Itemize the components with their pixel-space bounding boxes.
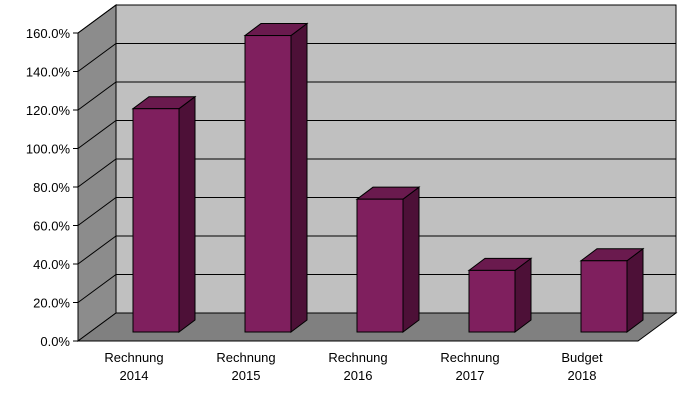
- x-category-label: Rechnung: [216, 350, 275, 365]
- bar-side: [402, 186, 420, 333]
- x-category-label: Rechnung: [104, 350, 163, 365]
- bar: [356, 198, 404, 333]
- bars: [131, 22, 645, 333]
- bar-group: [467, 257, 533, 333]
- y-tick-label: 140.0%: [26, 65, 71, 80]
- bar-side: [514, 257, 532, 333]
- gridline: [77, 197, 676, 226]
- x-category-label: 2017: [456, 368, 485, 383]
- bar: [244, 35, 292, 333]
- x-category-label: Budget: [561, 350, 603, 365]
- y-tick-label: 20.0%: [33, 296, 70, 311]
- y-tick-label: 60.0%: [33, 219, 70, 234]
- bar-side: [178, 95, 196, 333]
- y-tick-label: 160.0%: [26, 26, 71, 41]
- bar: [132, 108, 180, 333]
- x-category-label: 2018: [568, 368, 597, 383]
- bar-group: [579, 247, 645, 333]
- y-tick-label: 0.0%: [40, 334, 70, 349]
- bar-side: [626, 247, 644, 333]
- gridline: [77, 235, 676, 265]
- y-tick-label: 100.0%: [26, 142, 71, 157]
- x-category-label: 2015: [232, 368, 261, 383]
- bar-side: [290, 22, 308, 333]
- bar-group: [243, 22, 309, 333]
- gridline: [77, 4, 676, 34]
- x-category-label: Rechnung: [328, 350, 387, 365]
- gridline: [77, 43, 676, 72]
- bar: [580, 260, 628, 333]
- y-tick-label: 80.0%: [33, 180, 70, 195]
- bar-group: [355, 186, 421, 333]
- gridlines: [77, 4, 676, 303]
- gridline: [77, 81, 676, 111]
- bar-group: [131, 95, 197, 333]
- y-tick-label: 40.0%: [33, 257, 70, 272]
- bar: [468, 269, 516, 333]
- x-category-label: 2016: [344, 368, 373, 383]
- gridline: [77, 158, 676, 188]
- gridline: [77, 120, 676, 149]
- y-tick-label: 120.0%: [26, 103, 71, 118]
- y-axis-tick-labels: 0.0% 20.0% 40.0% 60.0% 80.0% 100.0% 120.0% 140.…: [26, 26, 79, 349]
- x-category-label: 2014: [120, 368, 149, 383]
- x-category-label: Rechnung: [440, 350, 499, 365]
- x-axis-category-labels: Rechnung 2014 Rechnung 2015 Rechnung 2016 Rech…: [104, 350, 603, 383]
